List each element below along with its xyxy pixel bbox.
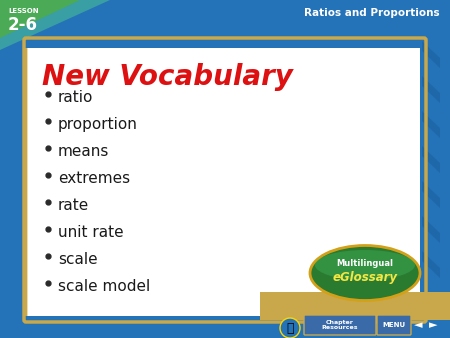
Text: rate: rate [58, 198, 89, 213]
Text: scale: scale [58, 252, 98, 267]
FancyBboxPatch shape [304, 315, 376, 335]
Text: 2-6: 2-6 [8, 16, 38, 34]
Polygon shape [422, 146, 440, 173]
Polygon shape [0, 0, 100, 43]
Polygon shape [422, 181, 440, 208]
FancyBboxPatch shape [377, 315, 411, 335]
Polygon shape [0, 0, 80, 38]
Bar [0, 0, 450, 48]
Text: eGlossary: eGlossary [333, 270, 397, 284]
Bar [0, 316, 450, 338]
Polygon shape [422, 76, 440, 103]
Text: Multilingual: Multilingual [337, 259, 393, 267]
Polygon shape [0, 0, 110, 50]
Text: unit rate: unit rate [58, 225, 124, 240]
Polygon shape [422, 41, 440, 68]
Bar [420, 23, 450, 318]
Text: extremes: extremes [58, 171, 130, 186]
Polygon shape [422, 111, 440, 138]
Circle shape [280, 318, 300, 338]
Ellipse shape [315, 250, 415, 280]
Text: Chapter
Resources: Chapter Resources [322, 320, 358, 331]
Polygon shape [422, 216, 440, 243]
Text: ►: ► [429, 320, 437, 330]
Text: means: means [58, 144, 109, 159]
Text: 🌐: 🌐 [286, 321, 294, 335]
Text: ◄: ◄ [414, 320, 422, 330]
Text: LESSON: LESSON [8, 8, 39, 14]
Text: MENU: MENU [382, 322, 405, 328]
Bar [260, 292, 450, 320]
Text: proportion: proportion [58, 117, 138, 132]
Polygon shape [422, 251, 440, 278]
Text: ratio: ratio [58, 90, 94, 105]
FancyBboxPatch shape [26, 41, 424, 320]
Text: Ratios and Proportions: Ratios and Proportions [304, 8, 440, 18]
Text: New Vocabulary: New Vocabulary [42, 63, 293, 91]
Text: scale model: scale model [58, 279, 150, 294]
Ellipse shape [310, 245, 420, 300]
